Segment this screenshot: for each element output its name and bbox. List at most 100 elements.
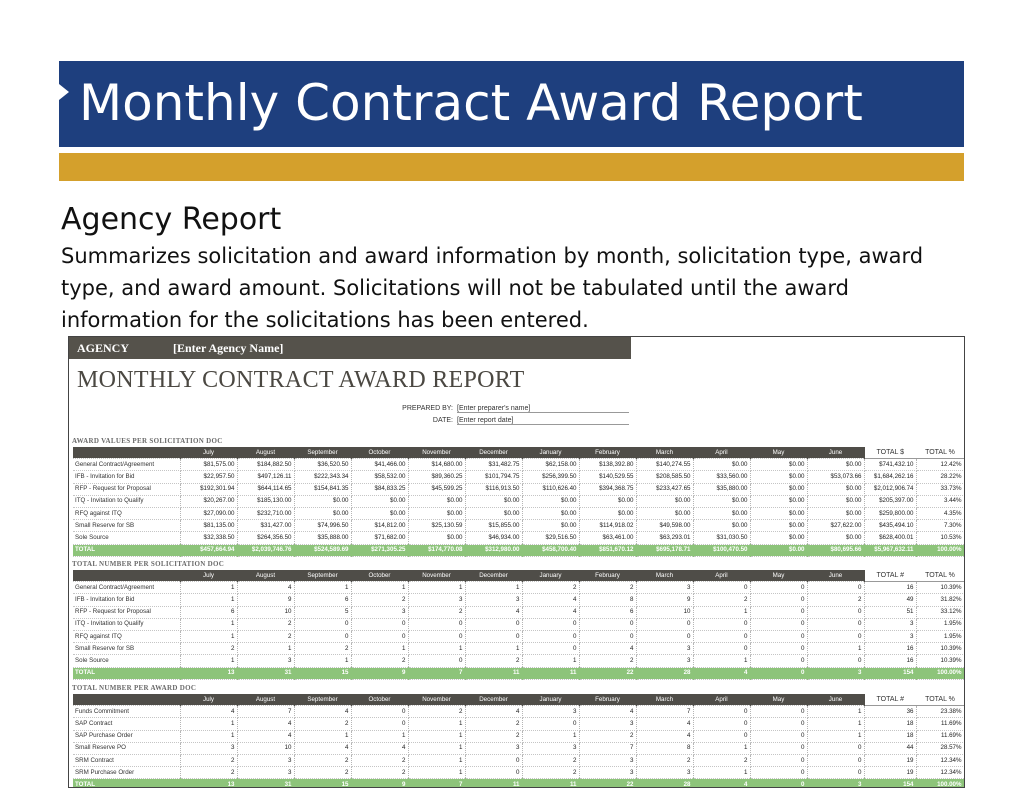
data-cell[interactable]: $25,130.59 <box>408 519 466 533</box>
data-cell[interactable]: 0 <box>807 606 865 619</box>
data-cell[interactable]: $394,368.75 <box>579 483 637 496</box>
data-cell[interactable]: 1 <box>522 730 580 743</box>
data-cell[interactable]: 3 <box>351 606 409 619</box>
data-cell[interactable]: 0 <box>750 618 808 631</box>
data-cell[interactable]: $49,598.00 <box>636 519 694 533</box>
data-cell[interactable]: $0.00 <box>693 519 751 533</box>
data-cell[interactable]: $41,466.00 <box>351 458 409 472</box>
data-cell[interactable]: 1 <box>180 618 238 631</box>
data-cell[interactable]: 0 <box>408 618 466 631</box>
data-cell[interactable]: 1 <box>237 642 295 656</box>
data-cell[interactable]: 3 <box>579 717 637 731</box>
data-cell[interactable]: $62,158.00 <box>522 458 580 472</box>
data-cell[interactable]: 7 <box>237 705 295 719</box>
data-cell[interactable]: 0 <box>750 581 808 595</box>
data-cell[interactable]: 4 <box>180 705 238 719</box>
data-cell[interactable]: $31,482.75 <box>465 458 523 472</box>
data-cell[interactable]: 9 <box>237 593 295 607</box>
data-cell[interactable]: 0 <box>693 581 751 595</box>
data-cell[interactable]: $74,996.50 <box>294 519 352 533</box>
data-cell[interactable]: 2 <box>180 642 238 656</box>
data-cell[interactable]: 1 <box>693 742 751 755</box>
data-cell[interactable]: 1 <box>351 730 409 743</box>
data-cell[interactable]: 3 <box>465 593 523 607</box>
data-cell[interactable]: 2 <box>294 717 352 731</box>
date-field[interactable]: [Enter report date] <box>457 417 629 425</box>
data-cell[interactable]: $222,343.34 <box>294 470 352 484</box>
data-cell[interactable]: 0 <box>750 766 808 780</box>
data-cell[interactable]: 2 <box>180 766 238 780</box>
data-cell[interactable]: $31,427.00 <box>237 519 295 533</box>
data-cell[interactable]: 1 <box>180 630 238 644</box>
data-cell[interactable]: 0 <box>693 630 751 644</box>
data-cell[interactable]: 0 <box>750 730 808 743</box>
data-cell[interactable]: $0.00 <box>579 507 637 521</box>
data-cell[interactable]: 7 <box>636 705 694 719</box>
data-cell[interactable]: $0.00 <box>750 531 808 545</box>
data-cell[interactable]: $110,626.40 <box>522 483 580 496</box>
data-cell[interactable]: 0 <box>294 618 352 631</box>
data-cell[interactable]: 1 <box>807 705 865 719</box>
data-cell[interactable]: 4 <box>351 742 409 755</box>
data-cell[interactable]: 0 <box>807 581 865 595</box>
data-cell[interactable]: 7 <box>579 742 637 755</box>
data-cell[interactable]: 0 <box>465 754 523 768</box>
data-cell[interactable]: $0.00 <box>693 495 751 508</box>
data-cell[interactable]: 3 <box>579 766 637 780</box>
data-cell[interactable]: $114,918.02 <box>579 519 637 533</box>
data-cell[interactable]: $20,267.00 <box>180 495 238 508</box>
data-cell[interactable]: $0.00 <box>750 470 808 484</box>
data-cell[interactable]: 0 <box>750 630 808 644</box>
data-cell[interactable]: 0 <box>351 618 409 631</box>
data-cell[interactable]: 2 <box>180 754 238 768</box>
data-cell[interactable]: 2 <box>408 606 466 619</box>
data-cell[interactable]: 3 <box>180 742 238 755</box>
data-cell[interactable]: $63,461.00 <box>579 531 637 545</box>
data-cell[interactable]: $140,274.55 <box>636 458 694 472</box>
data-cell[interactable]: 4 <box>522 606 580 619</box>
data-cell[interactable]: $45,599.25 <box>408 483 466 496</box>
data-cell[interactable]: $0.00 <box>522 519 580 533</box>
data-cell[interactable]: $0.00 <box>294 507 352 521</box>
data-cell[interactable]: 4 <box>237 730 295 743</box>
data-cell[interactable]: 9 <box>636 593 694 607</box>
data-cell[interactable]: $208,585.50 <box>636 470 694 484</box>
data-cell[interactable]: $36,520.50 <box>294 458 352 472</box>
data-cell[interactable]: $29,516.50 <box>522 531 580 545</box>
data-cell[interactable]: 3 <box>636 642 694 656</box>
data-cell[interactable]: $63,293.01 <box>636 531 694 545</box>
data-cell[interactable]: $89,360.25 <box>408 470 466 484</box>
data-cell[interactable]: 2 <box>351 754 409 768</box>
data-cell[interactable]: 0 <box>465 618 523 631</box>
data-cell[interactable]: 1 <box>180 581 238 595</box>
data-cell[interactable]: 0 <box>522 630 580 644</box>
data-cell[interactable]: 3 <box>579 754 637 768</box>
data-cell[interactable]: $0.00 <box>750 519 808 533</box>
data-cell[interactable]: $264,356.50 <box>237 531 295 545</box>
data-cell[interactable]: 2 <box>579 654 637 668</box>
data-cell[interactable]: 0 <box>693 705 751 719</box>
data-cell[interactable]: 10 <box>636 606 694 619</box>
data-cell[interactable]: 1 <box>351 642 409 656</box>
data-cell[interactable]: 2 <box>294 766 352 780</box>
data-cell[interactable]: 0 <box>807 766 865 780</box>
data-cell[interactable]: $32,338.50 <box>180 531 238 545</box>
data-cell[interactable]: 1 <box>807 717 865 731</box>
data-cell[interactable]: 0 <box>750 717 808 731</box>
data-cell[interactable]: 0 <box>807 630 865 644</box>
data-cell[interactable]: 1 <box>294 654 352 668</box>
data-cell[interactable]: $116,913.50 <box>465 483 523 496</box>
data-cell[interactable]: $0.00 <box>750 495 808 508</box>
data-cell[interactable]: 1 <box>180 730 238 743</box>
data-cell[interactable]: 4 <box>237 717 295 731</box>
data-cell[interactable]: 2 <box>465 717 523 731</box>
data-cell[interactable]: $0.00 <box>465 507 523 521</box>
data-cell[interactable]: 1 <box>408 642 466 656</box>
data-cell[interactable]: 3 <box>237 754 295 768</box>
data-cell[interactable]: 0 <box>750 754 808 768</box>
agency-name-field[interactable]: [Enter Agency Name] <box>173 341 284 355</box>
data-cell[interactable]: 0 <box>465 630 523 644</box>
data-cell[interactable]: 0 <box>636 630 694 644</box>
data-cell[interactable]: 1 <box>180 654 238 668</box>
data-cell[interactable]: $644,114.65 <box>237 483 295 496</box>
